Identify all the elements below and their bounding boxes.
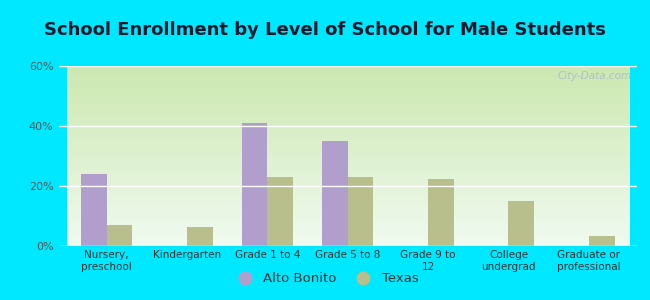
Bar — [428, 178, 454, 246]
Legend: Alto Bonito, Texas: Alto Bonito, Texas — [226, 267, 424, 290]
Text: School Enrollment by Level of School for Male Students: School Enrollment by Level of School for… — [44, 21, 606, 39]
Bar — [508, 201, 534, 246]
Bar — [348, 177, 374, 246]
Bar — [187, 226, 213, 246]
Bar — [242, 123, 267, 246]
Bar — [589, 236, 614, 246]
Bar — [322, 141, 348, 246]
Bar — [107, 225, 133, 246]
Bar — [267, 177, 293, 246]
Text: City-Data.com: City-Data.com — [557, 71, 631, 81]
Bar — [81, 174, 107, 246]
